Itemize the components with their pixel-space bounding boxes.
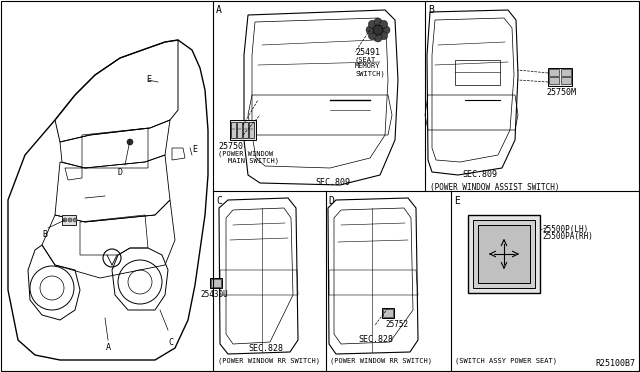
- Bar: [382, 308, 394, 318]
- Bar: [249, 122, 254, 138]
- Bar: [211, 279, 221, 287]
- Bar: [455, 60, 500, 85]
- Text: (POWER WINDOW RR SWITCH): (POWER WINDOW RR SWITCH): [330, 357, 432, 363]
- Text: SEC.809: SEC.809: [462, 170, 497, 179]
- Text: D: D: [118, 168, 123, 177]
- Text: SWITCH): SWITCH): [355, 70, 385, 77]
- Text: E: E: [454, 196, 460, 206]
- Text: (POWER WINDOW: (POWER WINDOW: [218, 150, 273, 157]
- Circle shape: [374, 34, 382, 42]
- Circle shape: [374, 18, 382, 26]
- Text: SEC.828: SEC.828: [358, 335, 393, 344]
- Text: E: E: [146, 75, 151, 84]
- Text: (SWITCH ASSY POWER SEAT): (SWITCH ASSY POWER SEAT): [455, 357, 557, 363]
- Bar: [468, 215, 540, 293]
- Bar: [237, 122, 242, 138]
- Text: SEC.809: SEC.809: [315, 178, 350, 187]
- Bar: [549, 69, 559, 76]
- Text: 25750: 25750: [218, 142, 243, 151]
- Text: 25430U: 25430U: [200, 290, 228, 299]
- Text: 25752: 25752: [385, 320, 408, 329]
- Bar: [243, 122, 248, 138]
- Bar: [210, 278, 222, 288]
- Text: R25100B7: R25100B7: [595, 359, 635, 368]
- Bar: [548, 68, 572, 86]
- Circle shape: [68, 218, 72, 222]
- Text: (POWER WINDOW ASSIST SWITCH): (POWER WINDOW ASSIST SWITCH): [430, 183, 559, 192]
- Text: (SEAT: (SEAT: [355, 56, 376, 62]
- Circle shape: [382, 26, 390, 34]
- Text: MEMORY: MEMORY: [355, 63, 381, 69]
- Text: D: D: [328, 196, 334, 206]
- Text: MAIN SWITCH): MAIN SWITCH): [228, 157, 279, 164]
- Bar: [473, 220, 535, 288]
- Circle shape: [380, 32, 388, 40]
- Text: E: E: [192, 145, 197, 154]
- Bar: [561, 77, 571, 84]
- Bar: [549, 77, 559, 84]
- Text: (POWER WINDOW RR SWITCH): (POWER WINDOW RR SWITCH): [218, 357, 320, 363]
- Bar: [231, 122, 236, 138]
- Bar: [478, 225, 530, 283]
- Text: 25750M: 25750M: [546, 88, 576, 97]
- Circle shape: [369, 20, 376, 28]
- Text: C: C: [216, 196, 222, 206]
- Circle shape: [63, 218, 67, 222]
- Text: B: B: [428, 5, 434, 15]
- Circle shape: [373, 25, 383, 35]
- Text: C: C: [168, 338, 173, 347]
- Circle shape: [369, 32, 376, 40]
- Text: 25500P(LH): 25500P(LH): [542, 225, 588, 234]
- Text: B: B: [42, 230, 47, 239]
- Text: 25491: 25491: [355, 48, 380, 57]
- Bar: [62, 215, 76, 225]
- Text: 25500PA(RH): 25500PA(RH): [542, 232, 593, 241]
- Text: SEC.828: SEC.828: [248, 344, 283, 353]
- Bar: [561, 69, 571, 76]
- Circle shape: [366, 26, 374, 34]
- Circle shape: [73, 218, 77, 222]
- Bar: [230, 120, 256, 140]
- Bar: [383, 309, 393, 317]
- Text: A: A: [216, 5, 222, 15]
- Circle shape: [127, 139, 133, 145]
- Circle shape: [380, 20, 388, 28]
- Text: A: A: [106, 343, 111, 352]
